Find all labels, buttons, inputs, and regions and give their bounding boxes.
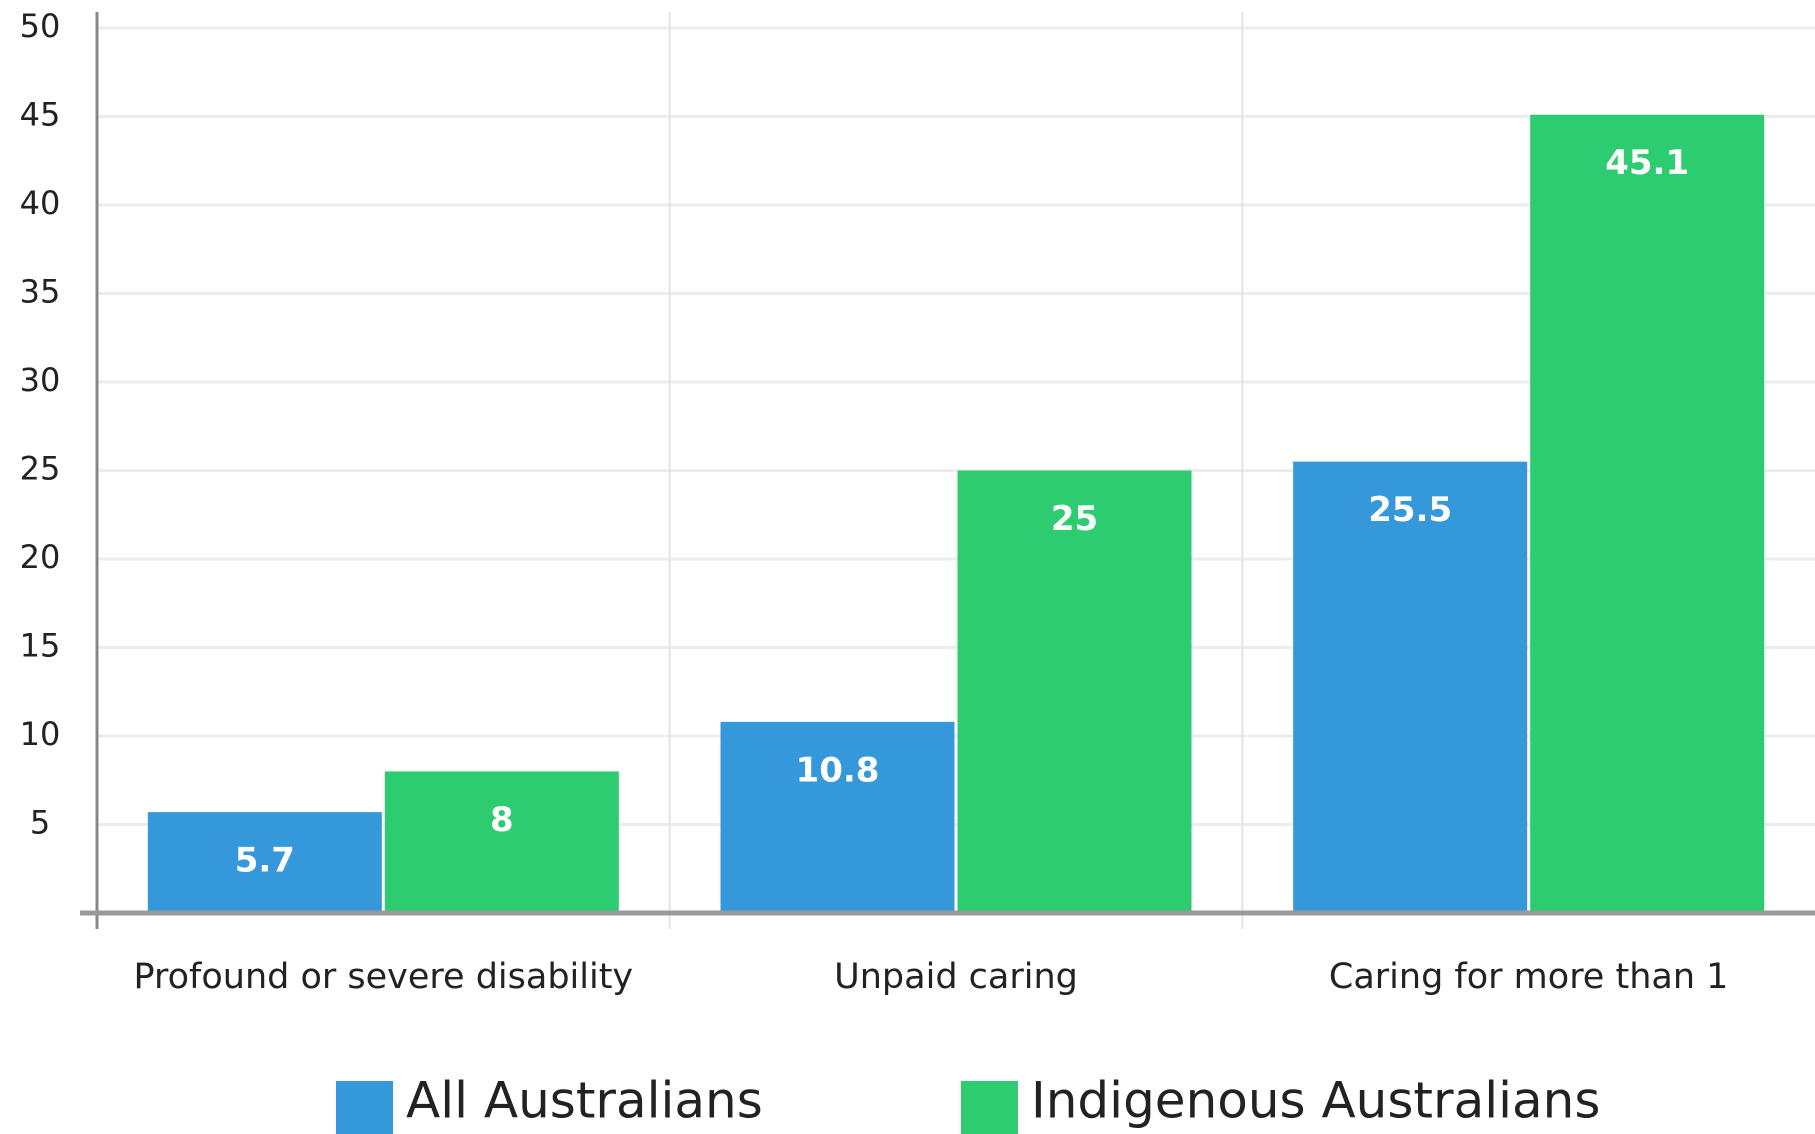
y-tick-label: 35: [20, 273, 61, 311]
bar: [957, 470, 1192, 913]
y-tick-label: 20: [20, 538, 61, 576]
legend-label: Indigenous Australians: [1031, 1072, 1600, 1130]
x-tick-label: Profound or severe disability: [134, 957, 634, 997]
value-label: 8: [490, 800, 514, 840]
x-tick-label: Unpaid caring: [834, 957, 1078, 997]
y-tick-label: 40: [20, 184, 61, 222]
value-label: 5.7: [235, 841, 295, 881]
x-tick-label: Caring for more than 1: [1329, 957, 1729, 997]
y-tick-label: 10: [20, 715, 61, 753]
y-tick-label: 5: [30, 804, 50, 842]
value-label: 25.5: [1368, 490, 1452, 530]
y-tick-label: 50: [20, 7, 61, 45]
y-tick-label: 45: [20, 96, 61, 134]
legend-swatch: [336, 1081, 393, 1134]
value-label: 10.8: [796, 750, 880, 790]
legend-swatch: [961, 1081, 1018, 1134]
bar: [1293, 461, 1528, 913]
bar: [720, 721, 955, 913]
legend-label: All Australians: [406, 1072, 763, 1130]
y-tick-label: 25: [20, 450, 61, 488]
bar: [1530, 114, 1765, 914]
value-label: 25: [1051, 499, 1098, 539]
y-tick-label: 30: [20, 361, 61, 399]
value-label: 45.1: [1605, 143, 1689, 183]
y-tick-label: 15: [20, 627, 61, 665]
bar: [147, 812, 382, 913]
bar: [384, 771, 619, 913]
